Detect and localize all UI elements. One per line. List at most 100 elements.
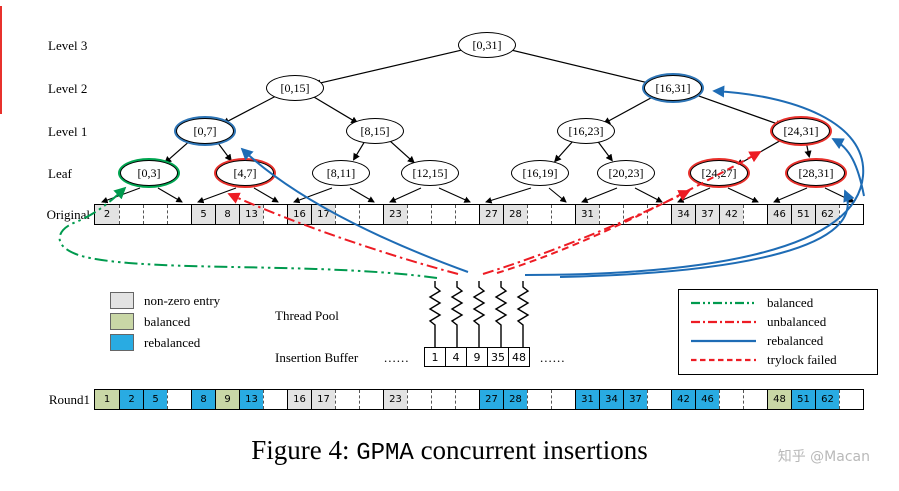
array-cell: 16 (287, 205, 311, 224)
leaf-to-array-arrow (101, 187, 141, 204)
tree-node-n0_7: [0,7] (176, 118, 234, 144)
tree-node-n8_15: [8,15] (346, 118, 404, 144)
array-cell: 42 (719, 205, 743, 224)
array-cell: 34 (671, 205, 695, 224)
array-cell: 48 (767, 390, 791, 409)
array-cell: 1 (95, 390, 119, 409)
buffer-cell: 4 (445, 347, 467, 367)
legend-line-sample (691, 358, 756, 362)
round1-row-label: Round1 (48, 392, 90, 407)
thread-spring (494, 281, 508, 347)
color-legend-item: balanced (110, 313, 220, 330)
array-cell: 2 (119, 390, 143, 409)
array-cell: 62 (815, 390, 839, 409)
array-cell: 8 (191, 390, 215, 409)
legend-label: unbalanced (767, 314, 827, 329)
array-cell (359, 390, 383, 409)
tree-node-n0_31: [0,31] (458, 32, 516, 58)
array-cell (431, 205, 455, 224)
tree-edge (804, 143, 812, 159)
array-cell: 23 (383, 205, 407, 224)
array-cell (359, 205, 383, 224)
round1-array: 1 2 5 8 9 13 16 17 23 27 28 31 34 37 42 46 48 51 62 (94, 389, 864, 410)
thread-spring (472, 281, 486, 347)
leaf-to-array-arrow (581, 187, 618, 203)
level2-label: Level 2 (48, 81, 88, 96)
array-cell (551, 205, 575, 224)
legend-swatch (110, 292, 134, 309)
legend-swatch (110, 334, 134, 351)
leaf-to-array-arrow (548, 187, 567, 203)
array-cell (407, 390, 431, 409)
array-cell: 17 (311, 205, 335, 224)
tree-node-n0_15: [0,15] (266, 75, 324, 101)
array-cell (551, 390, 575, 409)
array-cell: 51 (791, 390, 815, 409)
array-cell (431, 390, 455, 409)
array-cell (119, 205, 143, 224)
array-cell: 8 (215, 205, 239, 224)
array-cell (599, 205, 623, 224)
array-cell: 27 (479, 390, 503, 409)
leaf-to-array-arrow (727, 187, 759, 203)
color-legend-item: non-zero entry (110, 292, 220, 309)
array-cell (647, 390, 671, 409)
array-cell: 9 (215, 390, 239, 409)
line-legend: balanced unbalanced rebalanced trylock fail… (678, 289, 878, 375)
leaf-to-array-arrow (677, 187, 711, 203)
level3-label: Level 3 (48, 38, 88, 53)
leaf-to-array-arrow (197, 187, 237, 204)
line-legend-item: rebalanced (689, 333, 869, 349)
tree-node-n16_31: [16,31] (644, 75, 702, 101)
array-cell: 28 (503, 390, 527, 409)
tree-edge (596, 140, 613, 162)
tree-edge (687, 91, 784, 127)
array-cell (455, 205, 479, 224)
leaf-to-array-arrow (293, 187, 333, 204)
array-cell: 31 (575, 205, 599, 224)
tree-edge (308, 93, 359, 124)
tree-node-f12_15: [12,15] (401, 160, 459, 186)
array-cell: 37 (623, 390, 647, 409)
buffer-cell: 48 (508, 347, 530, 367)
array-cell (839, 205, 863, 224)
tree-edge (164, 138, 193, 164)
array-cell (647, 205, 671, 224)
legend-swatch (110, 313, 134, 330)
legend-line-sample (691, 320, 756, 324)
line-legend-item: trylock failed (689, 352, 869, 368)
buffer-dots-left: ...... (384, 350, 410, 365)
tree-node-f24_27: [24,27] (690, 160, 748, 186)
tree-node-n16_23: [16,23] (557, 118, 615, 144)
array-cell (263, 205, 287, 224)
figure-caption: Figure 4: GPMA concurrent insertions (0, 435, 899, 467)
tree-edge (353, 140, 366, 161)
leaf-to-array-arrow (389, 187, 422, 203)
leaf-to-array-arrow (438, 187, 471, 203)
leaf-to-array-arrow (157, 187, 183, 203)
tree-node-f28_31: [28,31] (787, 160, 845, 186)
tree-edge (554, 139, 575, 163)
array-cell (743, 390, 767, 409)
tree-edge (313, 47, 472, 87)
balanced-arrow (58, 186, 438, 279)
thread-spring (516, 281, 530, 347)
array-cell (743, 205, 767, 224)
array-cell: 37 (695, 205, 719, 224)
array-cell (839, 390, 863, 409)
array-cell: 16 (287, 390, 311, 409)
array-cell: 46 (767, 205, 791, 224)
leaf-to-array-arrow (485, 187, 532, 204)
array-cell: 46 (695, 390, 719, 409)
tree-node-f0_3: [0,3] (120, 160, 178, 186)
legend-line-sample (691, 339, 756, 343)
array-cell: 5 (191, 205, 215, 224)
buffer-dots-right: ...... (540, 350, 566, 365)
color-legend-item: rebalanced (110, 334, 220, 351)
thread-spring (428, 281, 442, 347)
insertion-buffer-cells: 1 4 9 35 48 (424, 347, 530, 367)
original-row-label: Original (46, 207, 90, 222)
legend-label: balanced (144, 313, 191, 329)
leaf-to-array-arrow (253, 187, 279, 203)
array-cell (527, 205, 551, 224)
